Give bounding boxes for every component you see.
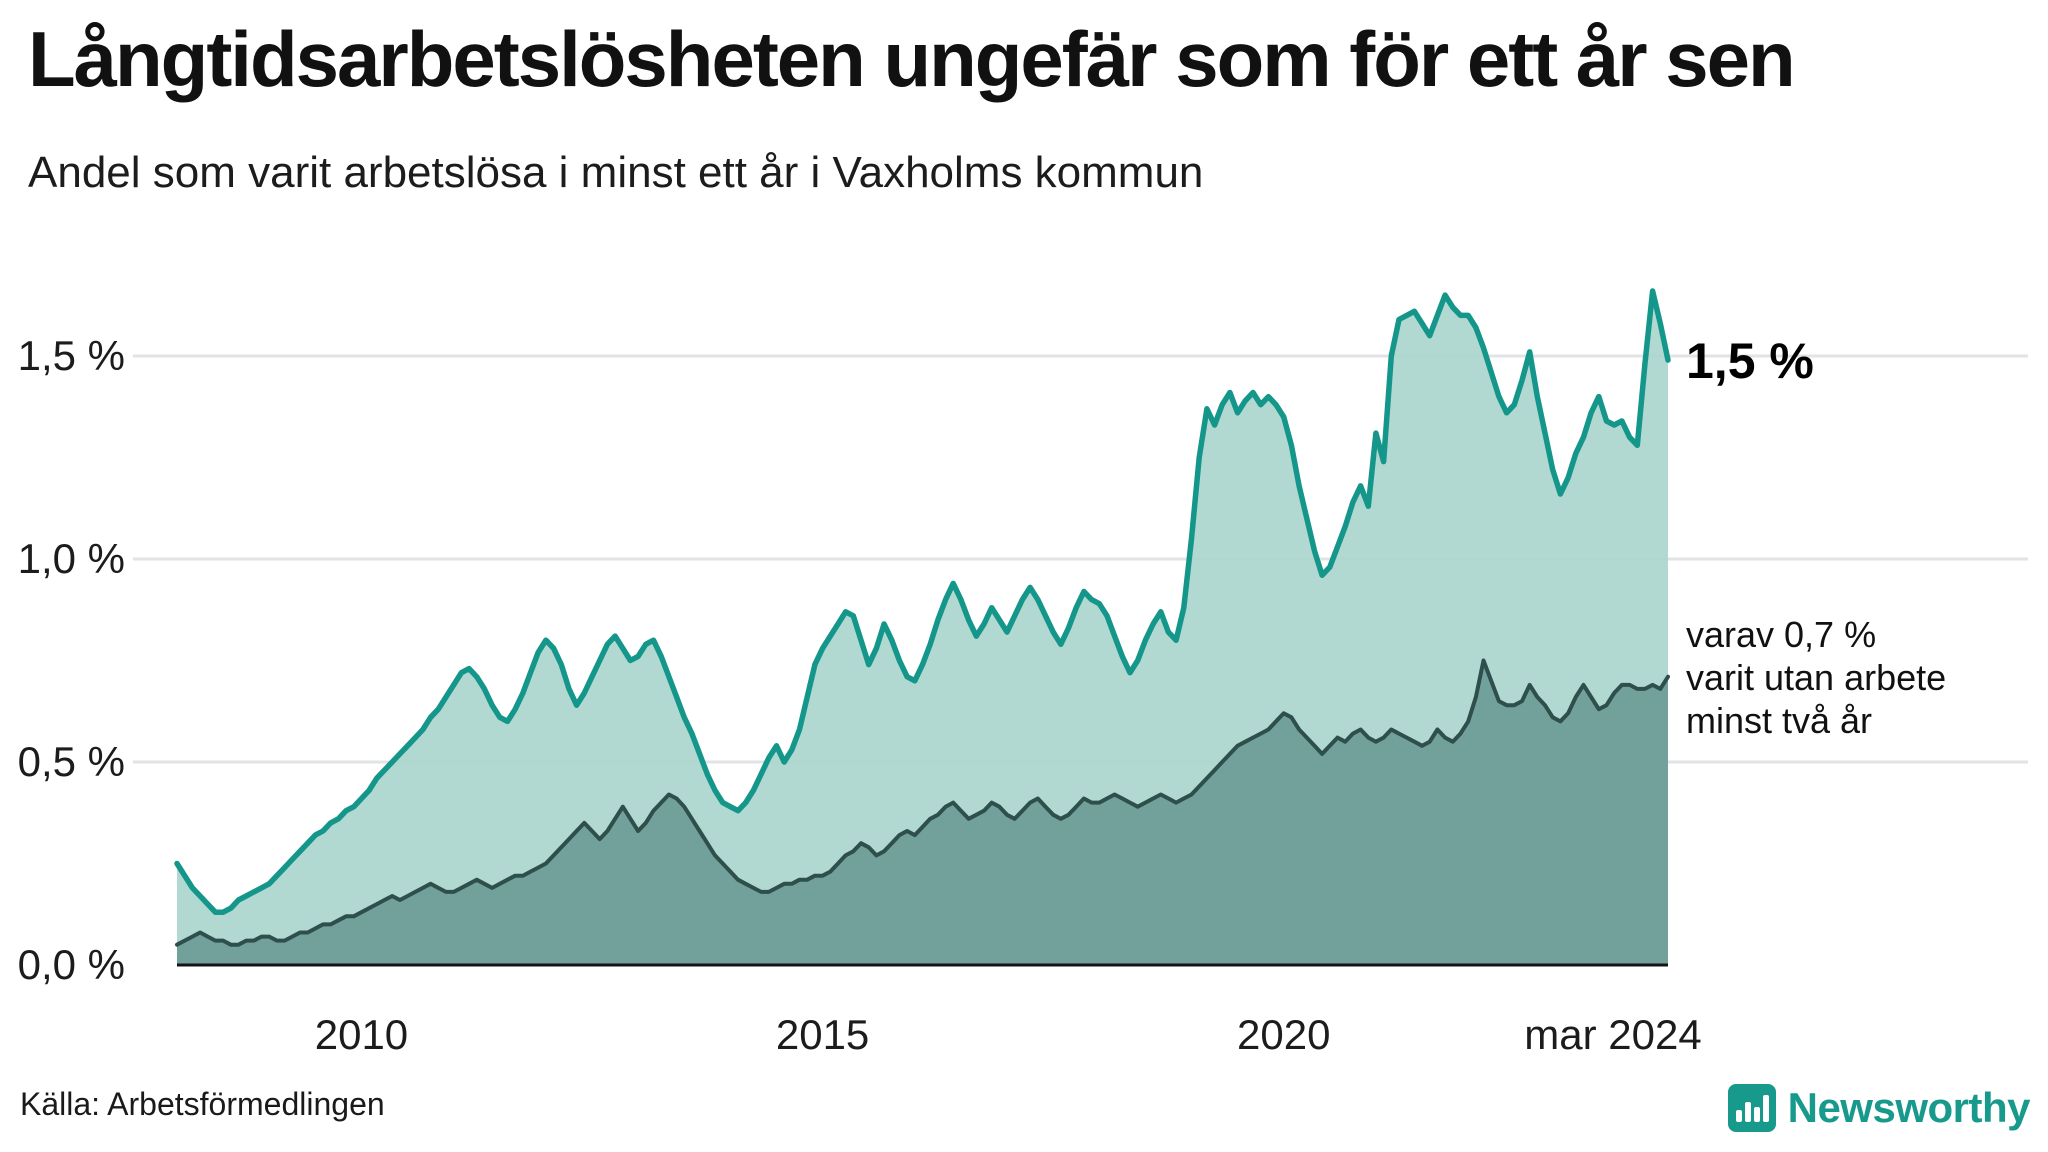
- secondary-annotation: varav 0,7 % varit utan arbete minst två …: [1686, 614, 1947, 745]
- secondary-annotation-line: varav 0,7 %: [1686, 614, 1877, 655]
- bar-chart-logo-icon: [1727, 1084, 1776, 1132]
- secondary-annotation-line: minst två år: [1686, 699, 1873, 741]
- x-tick-label: 2010: [314, 1011, 409, 1058]
- y-tick-label: 0,0 %: [17, 941, 125, 988]
- x-tick-label: 2020: [1237, 1011, 1331, 1058]
- x-tick-label: mar 2024: [1524, 1011, 1702, 1058]
- y-tick-label: 0,5 %: [17, 738, 125, 785]
- page-title: Långtidsarbetslösheten ungefär som för e…: [28, 15, 1796, 103]
- y-tick-label: 1,0 %: [17, 535, 125, 582]
- page-subtitle: Andel som varit arbetslösa i minst ett å…: [28, 148, 1204, 197]
- last-value-annotation: 1,5 %: [1686, 333, 1814, 389]
- newsworthy-logo[interactable]: Newsworthy: [1727, 1084, 2031, 1132]
- brand-wordmark: Newsworthy: [1787, 1084, 2031, 1131]
- source-note: Källa: Arbetsförmedlingen: [20, 1086, 385, 1122]
- secondary-annotation-line: varit utan arbete: [1686, 656, 1947, 698]
- y-tick-label: 1,5 %: [17, 332, 125, 379]
- x-tick-label: 2015: [775, 1011, 870, 1058]
